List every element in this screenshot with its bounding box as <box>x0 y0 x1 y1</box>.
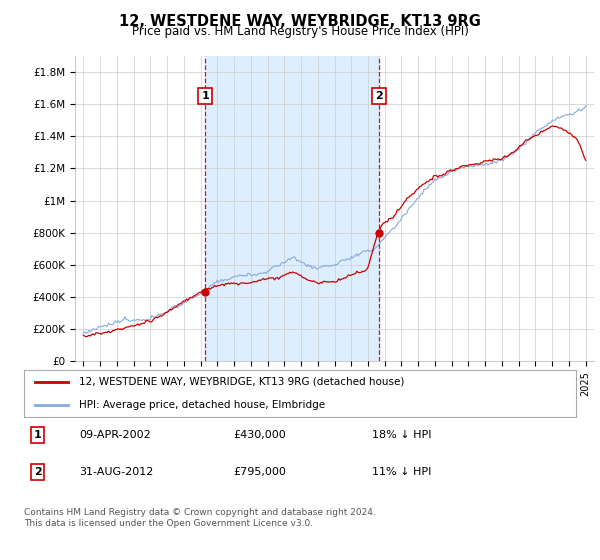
Text: Price paid vs. HM Land Registry's House Price Index (HPI): Price paid vs. HM Land Registry's House … <box>131 25 469 38</box>
Text: 2: 2 <box>375 91 383 101</box>
Text: 1: 1 <box>34 430 41 440</box>
Text: 12, WESTDENE WAY, WEYBRIDGE, KT13 9RG: 12, WESTDENE WAY, WEYBRIDGE, KT13 9RG <box>119 14 481 29</box>
Text: 31-AUG-2012: 31-AUG-2012 <box>79 467 154 477</box>
Text: 12, WESTDENE WAY, WEYBRIDGE, KT13 9RG (detached house): 12, WESTDENE WAY, WEYBRIDGE, KT13 9RG (d… <box>79 376 404 386</box>
Text: HPI: Average price, detached house, Elmbridge: HPI: Average price, detached house, Elmb… <box>79 400 325 410</box>
Text: 11% ↓ HPI: 11% ↓ HPI <box>372 467 431 477</box>
Text: 09-APR-2002: 09-APR-2002 <box>79 430 151 440</box>
Text: Contains HM Land Registry data © Crown copyright and database right 2024.
This d: Contains HM Land Registry data © Crown c… <box>24 508 376 528</box>
Text: 1: 1 <box>201 91 209 101</box>
Text: 18% ↓ HPI: 18% ↓ HPI <box>372 430 431 440</box>
Text: 2: 2 <box>34 467 41 477</box>
Text: £430,000: £430,000 <box>234 430 287 440</box>
Bar <box>205 56 379 361</box>
Text: £795,000: £795,000 <box>234 467 287 477</box>
